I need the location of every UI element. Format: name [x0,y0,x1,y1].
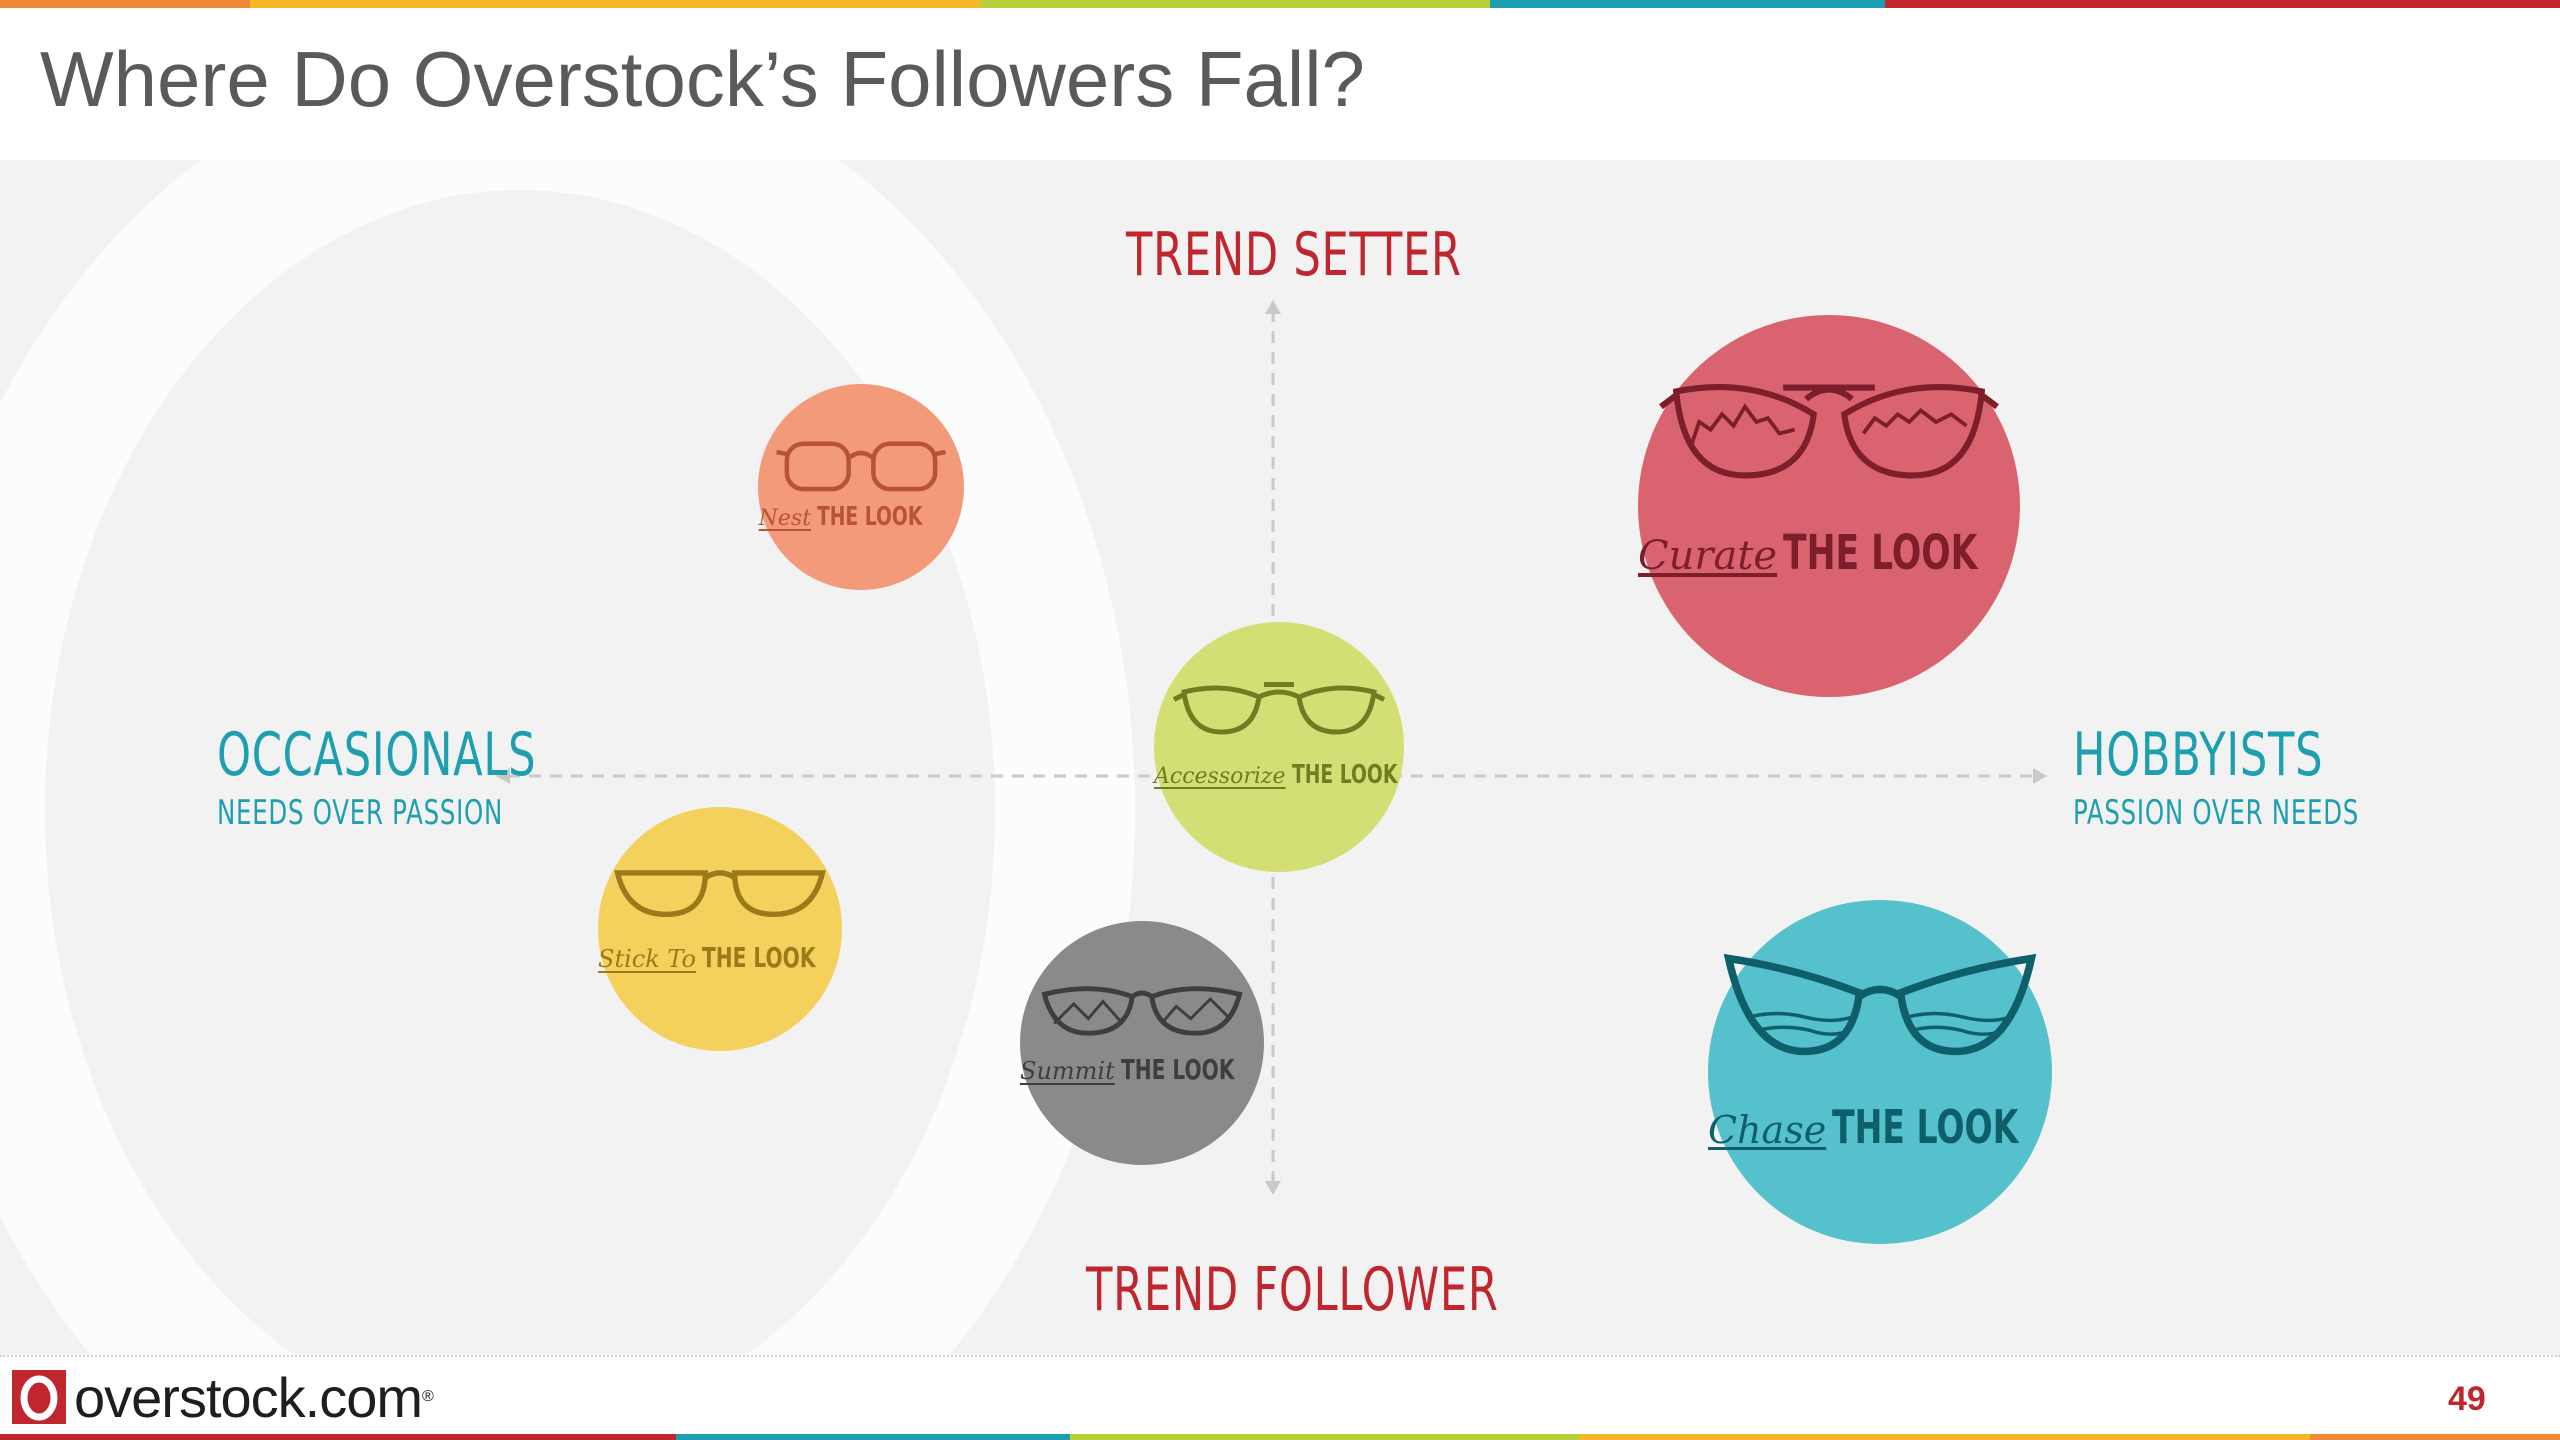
overstock-logo-icon [12,1370,66,1424]
page-number: 49 [2448,1380,2486,1418]
axis-label-bottom: TREND FOLLOWER [1086,1255,1499,1325]
bottom-stripe-teal [676,1434,1070,1440]
bottom-stripe-yellow [1580,1434,2310,1440]
bubble-curate-script: Curate [1638,533,1778,579]
glasses-icon [1172,682,1386,735]
bubble-chase-label: Chase THE LOOK [1708,1100,2052,1154]
bubble-nest-caps: THE LOOK [817,502,923,532]
logo-wordmark: overstock.com [74,1365,423,1429]
bubble-summit-script: Summit [1020,1057,1115,1085]
axis-label-left-sub: NEEDS OVER PASSION [217,793,504,833]
bubble-summit-caps: THE LOOK [1120,1053,1235,1086]
axis-label-right-sub: PASSION OVER NEEDS [2073,793,2360,833]
top-color-stripe [0,0,2560,8]
bubble-stick-to-caps: THE LOOK [701,941,816,974]
stripe-green [980,0,1490,8]
page-title: Where Do Overstock’s Followers Fall? [40,35,1365,123]
bubble-curate-caps: THE LOOK [1783,525,1978,581]
bubble-chase-script: Chase [1708,1108,1827,1152]
bubble-stick-to: Stick To THE LOOK [598,807,842,1051]
glasses-icon [776,441,946,492]
logo-registered-mark: ® [422,1388,434,1405]
stripe-yellow [250,0,980,8]
bottom-stripe-green [1070,1434,1580,1440]
axis-label-top: TREND SETTER [1126,220,1462,290]
bubble-summit: Summit THE LOOK [1020,921,1264,1165]
overstock-logo: overstock.com ® [12,1366,434,1429]
bubble-accessorize: Accessorize THE LOOK [1154,622,1404,872]
bubble-chase: Chase THE LOOK [1708,900,2052,1244]
bubble-curate-label: Curate THE LOOK [1638,525,2020,581]
stripe-orange [0,0,250,8]
bubble-nest-script: Nest [758,506,812,531]
bubble-accessorize-label: Accessorize THE LOOK [1154,760,1404,790]
arrow-up [1265,300,1281,314]
bubble-nest-label: Nest THE LOOK [758,502,964,532]
bubble-accessorize-script: Accessorize [1154,764,1286,789]
glasses-icon [1041,986,1243,1036]
arrow-left [496,768,510,784]
axis-label-right-title: HOBBYISTS [2073,720,2324,790]
bubble-accessorize-caps: THE LOOK [1291,760,1397,790]
bottom-stripe-red [0,1434,676,1440]
bubble-stick-to-script: Stick To [598,945,696,973]
bubble-nest: Nest THE LOOK [758,384,964,590]
glasses-icon [1723,953,2037,1056]
bubble-summit-label: Summit THE LOOK [1020,1053,1264,1086]
bubble-chase-caps: THE LOOK [1832,1100,2019,1154]
stripe-red [1885,0,2560,8]
bottom-color-stripe [0,1434,2560,1440]
watermark-o [0,160,1135,1355]
bubble-stick-to-label: Stick To THE LOOK [598,941,842,974]
bubble-curate: Curate THE LOOK [1638,315,2020,697]
bottom-stripe-orange [2310,1434,2560,1440]
quadrant-stage: TREND SETTER TREND FOLLOWER OCCASIONALS … [0,160,2560,1355]
footer-divider [0,1355,2560,1357]
axis-label-left-title: OCCASIONALS [217,720,537,790]
glasses-icon [614,870,826,918]
glasses-icon [1659,384,1999,479]
stripe-teal [1490,0,1885,8]
arrow-right [2033,768,2047,784]
arrow-down [1265,1181,1281,1195]
